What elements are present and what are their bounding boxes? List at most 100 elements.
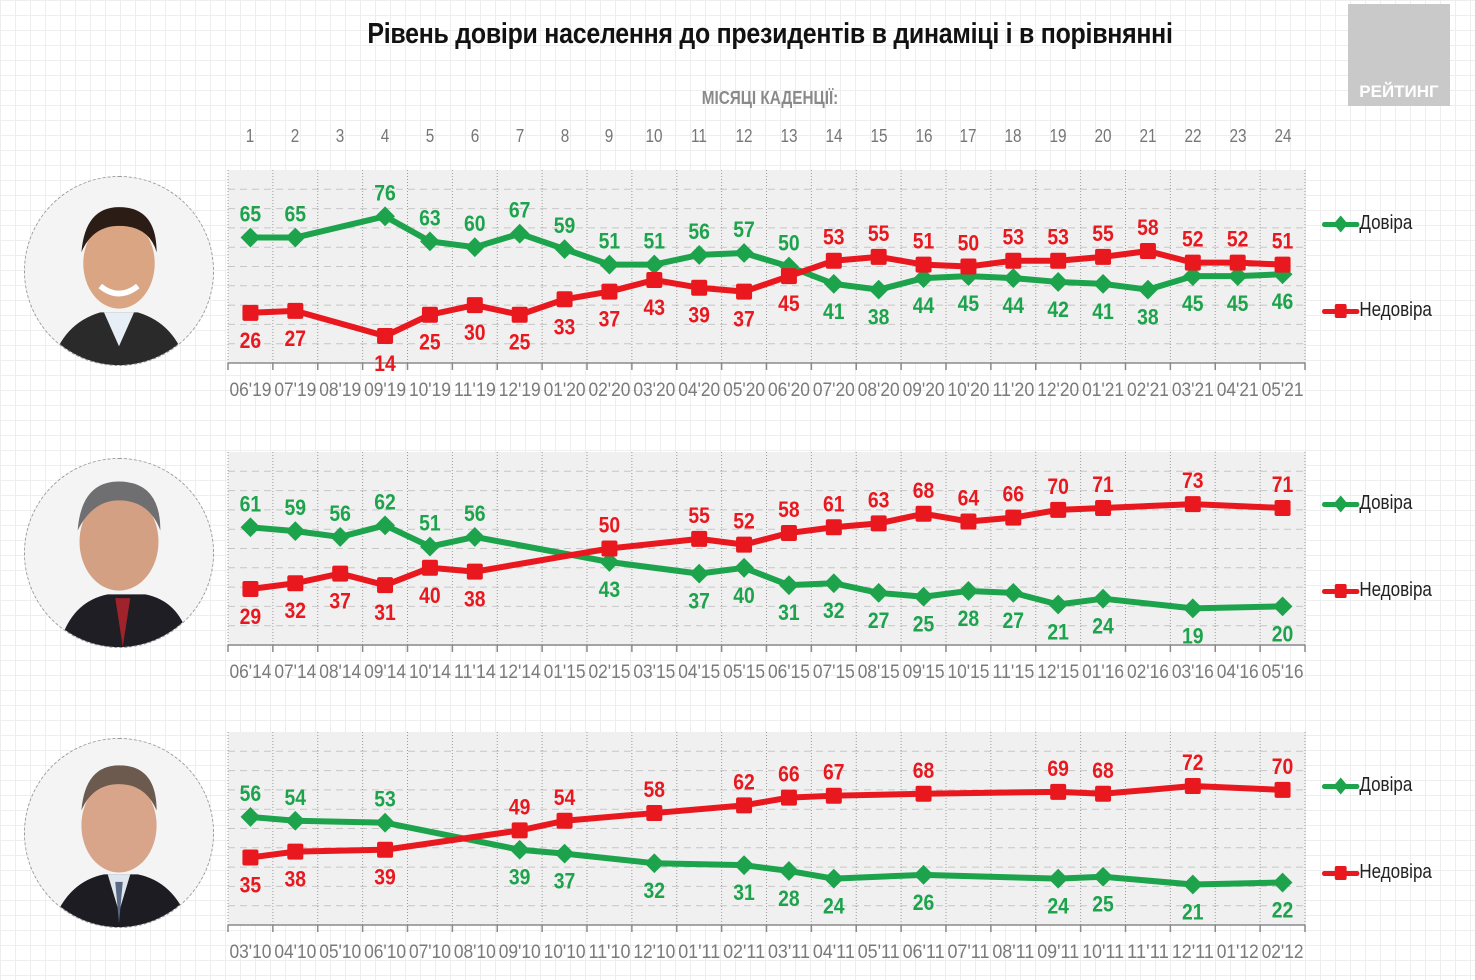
trust-marker <box>375 515 395 536</box>
data-label-trust: 59 <box>554 214 576 238</box>
month-number: 6 <box>470 126 480 146</box>
data-label-trust: 31 <box>778 601 800 625</box>
president-yanukovych-photo <box>24 738 214 928</box>
x-tick-label: 04'11 <box>813 942 855 963</box>
logo-text: РЕЙТИНГ <box>1359 82 1439 101</box>
legend-item-trust: Довіра <box>1322 492 1412 515</box>
distrust-marker <box>1095 499 1112 516</box>
data-label-trust: 28 <box>778 887 800 911</box>
legend-label-distrust: Недовіра <box>1359 299 1432 321</box>
distrust-marker <box>691 279 708 296</box>
distrust-marker <box>1274 256 1291 273</box>
distrust-marker <box>466 297 483 314</box>
rating-logo: РЕЙТИНГ <box>1348 4 1450 106</box>
portrait-icon <box>25 739 213 927</box>
x-tick-label: 10'15 <box>947 662 989 683</box>
legend-label-trust: Довіра <box>1359 774 1413 796</box>
distrust-marker <box>287 302 304 319</box>
x-tick-label: 11'10 <box>588 942 630 963</box>
data-label-distrust: 40 <box>419 584 441 608</box>
data-label-trust: 19 <box>1182 624 1204 648</box>
data-label-distrust: 68 <box>913 479 935 503</box>
trust-marker <box>1048 594 1069 615</box>
trust-marker <box>375 812 395 833</box>
x-tick-label: 05'21 <box>1262 380 1304 401</box>
month-number: 5 <box>425 126 435 146</box>
distrust-marker <box>825 252 842 269</box>
trust-marker <box>644 853 665 874</box>
x-tick-label: 09'14 <box>364 662 406 683</box>
trust-line-icon <box>1322 494 1360 514</box>
distrust-marker <box>466 563 483 580</box>
month-number: 19 <box>1049 126 1067 146</box>
trust-marker <box>868 582 889 603</box>
trust-marker <box>1182 874 1203 895</box>
x-tick-label: 06'10 <box>364 942 406 963</box>
data-label-trust: 51 <box>419 511 441 535</box>
distrust-marker <box>1229 254 1246 271</box>
data-label-distrust: 39 <box>688 304 710 328</box>
distrust-line-icon <box>1322 301 1360 321</box>
distrust-marker <box>1274 781 1291 798</box>
x-tick-label: 06'19 <box>229 380 271 401</box>
trust-marker <box>913 268 934 288</box>
x-tick-label: 10'11 <box>1082 942 1124 963</box>
trust-marker <box>868 279 889 300</box>
trust-marker <box>464 527 485 547</box>
data-label-distrust: 70 <box>1047 475 1069 499</box>
distrust-line-icon <box>1322 581 1360 601</box>
data-label-distrust: 27 <box>285 327 307 351</box>
distrust-marker <box>242 304 259 321</box>
legend-label-distrust: Недовіра <box>1359 579 1432 601</box>
distrust-marker <box>287 575 304 592</box>
trust-marker <box>734 557 754 578</box>
trust-marker <box>734 855 754 876</box>
data-label-trust: 65 <box>285 202 307 226</box>
trust-marker <box>240 227 261 248</box>
data-label-distrust: 29 <box>240 605 262 629</box>
data-label-trust: 61 <box>240 492 262 516</box>
x-tick-label: 04'15 <box>678 662 720 683</box>
data-label-distrust: 52 <box>1182 228 1204 252</box>
distrust-marker <box>601 540 618 557</box>
data-label-trust: 26 <box>913 891 935 915</box>
x-tick-label: 05'10 <box>319 942 361 963</box>
x-tick-label: 06'20 <box>768 380 810 401</box>
x-tick-label: 11'14 <box>454 662 496 683</box>
month-number: 2 <box>291 126 300 146</box>
data-label-trust: 51 <box>599 229 621 253</box>
trust-marker <box>420 231 440 252</box>
distrust-line-icon <box>1322 863 1360 883</box>
distrust-marker <box>870 515 887 532</box>
month-number: 20 <box>1094 126 1112 146</box>
legend-item-trust: Довіра <box>1322 212 1412 235</box>
data-label-trust: 51 <box>644 229 666 253</box>
trust-marker <box>689 563 710 584</box>
distrust-marker <box>960 513 977 530</box>
data-label-trust: 44 <box>913 294 935 318</box>
data-label-distrust: 39 <box>374 866 396 890</box>
x-tick-label: 11'15 <box>992 662 1034 683</box>
legend-item-distrust: Недовіра <box>1322 861 1432 884</box>
distrust-marker <box>556 291 573 308</box>
data-label-distrust: 55 <box>868 222 890 246</box>
trust-marker <box>285 227 306 248</box>
x-tick-label: 04'10 <box>274 942 316 963</box>
data-label-trust: 39 <box>509 866 531 890</box>
data-label-distrust: 53 <box>823 226 845 250</box>
data-label-distrust: 68 <box>1092 759 1114 783</box>
x-tick-label: 02'16 <box>1127 662 1169 683</box>
x-tick-label: 11'11 <box>1127 942 1169 963</box>
data-label-distrust: 35 <box>240 873 262 897</box>
data-label-distrust: 49 <box>509 795 531 819</box>
month-number: 12 <box>735 126 753 146</box>
data-label-distrust: 62 <box>733 770 755 794</box>
trust-marker <box>779 861 799 881</box>
data-label-trust: 41 <box>823 300 845 324</box>
x-tick-label: 09'20 <box>903 380 945 401</box>
trust-marker <box>1272 872 1293 893</box>
data-label-trust: 76 <box>374 181 396 205</box>
trust-marker <box>1048 868 1069 889</box>
x-tick-label: 03'15 <box>633 662 675 683</box>
trust-marker <box>599 254 620 275</box>
